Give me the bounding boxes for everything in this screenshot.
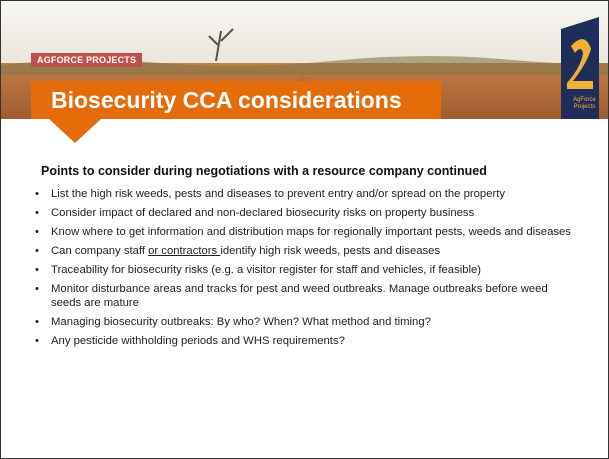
- slide: AGFORCE PROJECTS Biosecurity CCA conside…: [0, 0, 609, 459]
- bullet-item: Any pesticide withholding periods and WH…: [33, 334, 573, 348]
- bullet-item: Consider impact of declared and non-decl…: [33, 206, 573, 220]
- slide-title: Biosecurity CCA considerations: [31, 81, 441, 119]
- header-tag: AGFORCE PROJECTS: [31, 53, 142, 67]
- logo-text: AgForce Projects: [573, 97, 596, 111]
- bullet-item: Traceability for biosecurity risks (e.g.…: [33, 263, 573, 277]
- logo-line: Projects: [573, 104, 596, 111]
- bullet-list: List the high risk weeds, pests and dise…: [33, 187, 573, 353]
- bullet-text: Can company staff: [51, 245, 148, 257]
- bullet-text: identify high risk weeds, pests and dise…: [220, 245, 440, 257]
- bullet-item: List the high risk weeds, pests and dise…: [33, 187, 573, 201]
- logo-line: AgForce: [573, 97, 596, 104]
- bullet-item: Managing biosecurity outbreaks: By who? …: [33, 315, 573, 329]
- bullet-item: Know where to get information and distri…: [33, 225, 573, 239]
- bullet-item: Can company staff or contractors identif…: [33, 244, 573, 258]
- subtitle: Points to consider during negotiations w…: [41, 164, 487, 178]
- bullet-item: Monitor disturbance areas and tracks for…: [33, 282, 573, 310]
- header-image: [1, 1, 608, 146]
- bullet-underlined-text: or contractors: [148, 245, 220, 257]
